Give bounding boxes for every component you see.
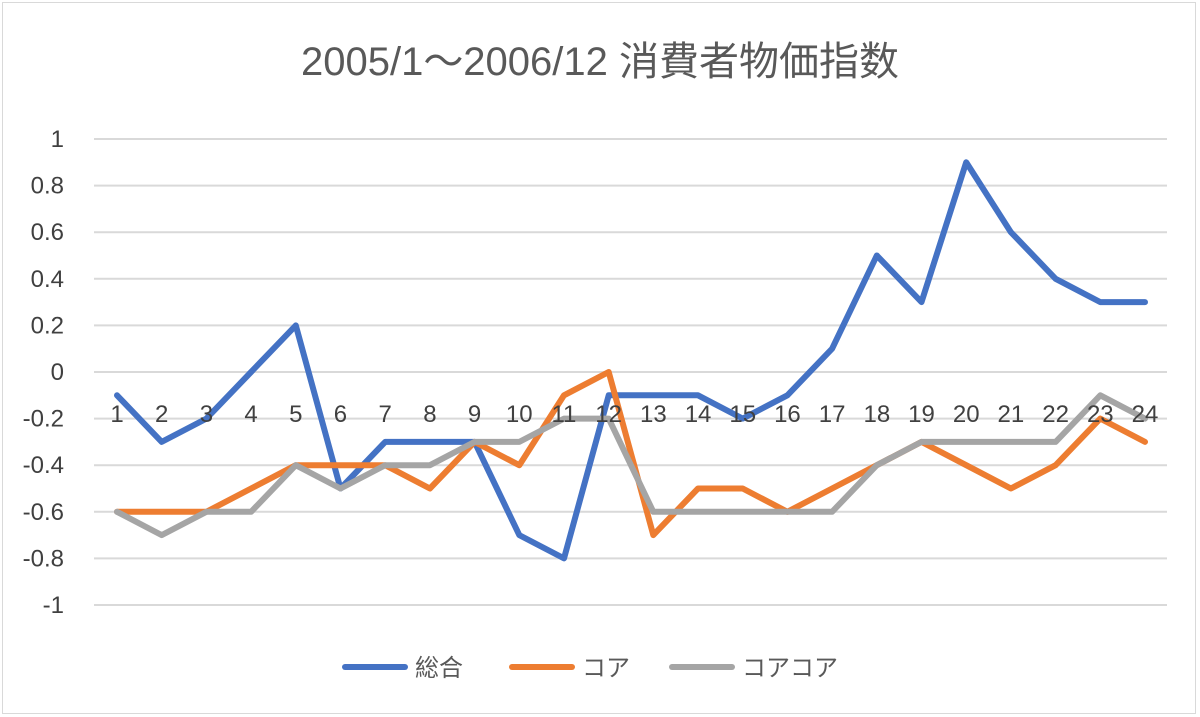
gridlines	[94, 138, 1167, 606]
y-tick-label: 0.8	[31, 173, 64, 200]
legend: 総合 コア コアコア	[342, 654, 838, 682]
x-tick-label: 13	[640, 401, 667, 428]
x-tick-label: 19	[908, 401, 935, 428]
y-tick-label: -1	[43, 592, 64, 619]
y-tick-label: -0.6	[23, 499, 64, 526]
y-tick-label: -0.8	[23, 545, 64, 572]
series-lines	[114, 159, 1148, 562]
x-tick-label: 8	[423, 401, 436, 428]
x-tick-label: 4	[244, 401, 257, 428]
y-tick-label: 0	[51, 359, 64, 386]
series-line-1	[114, 159, 1148, 562]
x-tick-label: 10	[506, 401, 533, 428]
x-tick-label: 7	[378, 401, 391, 428]
x-tick-label: 17	[819, 401, 846, 428]
x-tick-label: 3	[200, 401, 213, 428]
legend-label: 総合	[415, 654, 463, 682]
x-tick-label: 22	[1042, 401, 1069, 428]
y-tick-label: 1	[51, 126, 64, 153]
y-tick-label: -0.4	[23, 452, 64, 479]
x-tick-label: 16	[774, 401, 801, 428]
legend-label: コアコア	[742, 654, 838, 682]
x-tick-label: 21	[998, 401, 1025, 428]
x-tick-label: 6	[334, 401, 347, 428]
x-tick-label: 12	[595, 401, 622, 428]
y-axis-ticks: 1 0.8 0.6 0.4 0.2 0 -0.2 -0.4 -0.6 -0.8 -1	[23, 126, 64, 619]
legend-label: コア	[582, 654, 630, 682]
x-tick-label: 15	[729, 401, 756, 428]
series-line-3	[114, 392, 1148, 539]
y-tick-label: 0.2	[31, 312, 64, 339]
x-tick-label: 2	[155, 401, 168, 428]
x-tick-label: 23	[1087, 401, 1114, 428]
chart-title: 2005/1〜2006/12 消費者物価指数	[301, 40, 899, 84]
y-tick-label: 0.4	[31, 266, 64, 293]
x-tick-label: 11	[551, 401, 576, 428]
x-tick-label: 20	[953, 401, 980, 428]
x-tick-label: 14	[685, 401, 712, 428]
x-tick-label: 24	[1132, 401, 1159, 428]
y-tick-label: -0.2	[23, 406, 64, 433]
y-tick-label: 0.6	[31, 219, 64, 246]
x-axis-ticks: 1 2 3 4 5 6 7 8 9 10 11 12 13 14 15 16 17 18 19 20 21 22 23 24	[110, 401, 1158, 428]
x-tick-label: 5	[289, 401, 302, 428]
x-tick-label: 9	[468, 401, 481, 428]
x-tick-label: 18	[863, 401, 890, 428]
x-tick-label: 1	[110, 401, 123, 428]
